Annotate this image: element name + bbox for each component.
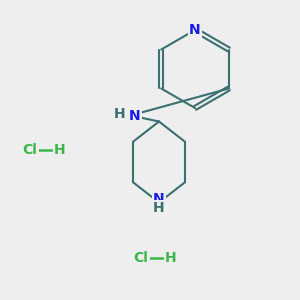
Text: Cl: Cl (22, 143, 38, 157)
Text: N: N (129, 109, 141, 122)
Text: H: H (113, 107, 125, 121)
Text: Cl: Cl (134, 251, 148, 265)
Text: N: N (189, 23, 201, 37)
Text: H: H (153, 201, 165, 215)
Text: H: H (165, 251, 177, 265)
Text: H: H (54, 143, 66, 157)
Text: N: N (153, 192, 165, 206)
